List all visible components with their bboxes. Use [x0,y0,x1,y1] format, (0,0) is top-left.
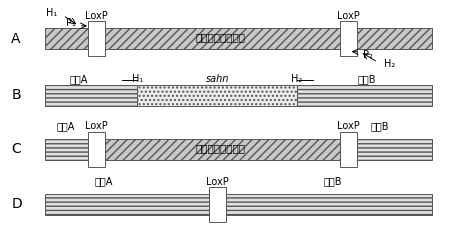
Text: 基因B: 基因B [357,74,376,84]
Text: C: C [11,142,21,156]
Bar [340,132,357,167]
Text: LoxP: LoxP [86,11,108,21]
Text: H₁: H₁ [46,8,58,18]
Bar [45,85,137,106]
Text: LoxP: LoxP [338,121,360,131]
Bar [105,139,340,160]
Text: 基因B: 基因B [371,121,390,131]
Bar [297,85,432,106]
Text: LoxP: LoxP [206,177,229,187]
Bar [357,139,432,160]
Text: B: B [11,88,21,102]
Bar [45,194,209,215]
Text: LoxP: LoxP [86,121,108,131]
Text: P₂: P₂ [363,50,373,60]
Text: H₂: H₂ [292,74,302,84]
Text: 基因A: 基因A [56,121,74,131]
Bar [226,194,432,215]
Bar [88,132,105,167]
Text: sahn: sahn [206,74,229,84]
Text: H₂: H₂ [384,59,395,69]
Text: P₁: P₁ [66,18,76,28]
Text: 卡那霉素抗性基因: 卡那霉素抗性基因 [195,33,246,43]
Text: H₁: H₁ [131,74,143,84]
Bar [340,21,357,56]
Text: A: A [11,32,21,46]
Text: 基因A: 基因A [94,177,112,187]
Text: LoxP: LoxP [338,11,360,21]
Bar [209,187,226,222]
Bar [45,28,432,49]
Text: 卡那霉素抗性基因: 卡那霉素抗性基因 [195,143,246,153]
Text: 基因A: 基因A [70,74,88,84]
Text: D: D [11,197,22,212]
Text: 基因B: 基因B [324,177,342,187]
Bar [45,139,88,160]
Bar [88,21,105,56]
Bar [137,85,297,106]
